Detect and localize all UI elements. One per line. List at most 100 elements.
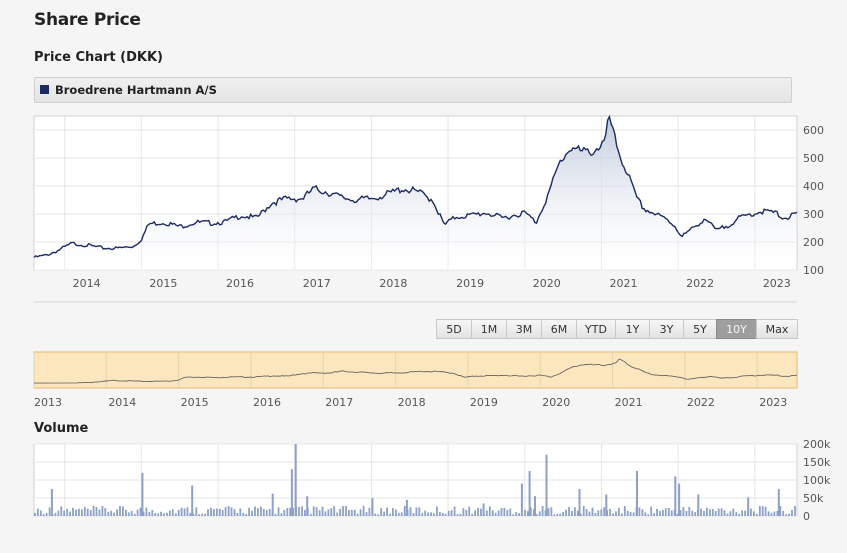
volume-bar (518, 513, 520, 516)
volume-bar (119, 505, 121, 516)
volume-bar (198, 514, 201, 516)
volume-bar (497, 510, 500, 516)
volume-bar (427, 512, 429, 516)
volume-bar (664, 508, 667, 516)
volume-bar (66, 508, 69, 516)
navigator-x-tick-label: 2015 (181, 396, 209, 409)
volume-bar (711, 509, 714, 516)
price-y-tick-label: 300 (803, 208, 824, 221)
volume-bar (125, 509, 127, 516)
price-x-tick-label: 2017 (303, 277, 331, 290)
volume-bar (154, 513, 157, 516)
volume-bar (527, 511, 529, 516)
volume-bar (397, 512, 400, 516)
volume-bar (166, 512, 168, 516)
range-button-max[interactable]: Max (756, 319, 798, 339)
range-button-10y[interactable]: 10Y (716, 319, 756, 339)
volume-bar (409, 507, 412, 516)
volume-bar (750, 508, 752, 516)
volume-bar (553, 514, 556, 516)
volume-bar (597, 510, 600, 516)
volume-bar (215, 508, 218, 516)
volume-bar (717, 508, 720, 516)
volume-bar (312, 506, 315, 516)
legend-swatch (40, 85, 49, 94)
range-button-3m[interactable]: 3M (506, 319, 541, 339)
volume-bar (130, 510, 133, 516)
volume-bar (703, 511, 705, 516)
volume-bar (321, 506, 324, 516)
volume-bar (480, 508, 482, 516)
volume-bar (39, 510, 42, 516)
navigator-series-line (33, 358, 798, 384)
range-button-1y[interactable]: 1Y (615, 319, 649, 339)
volume-bar (767, 511, 770, 516)
navigator-x-tick-label: 2022 (687, 396, 715, 409)
volume-bar (773, 511, 776, 516)
range-button-3y[interactable]: 3Y (649, 319, 683, 339)
volume-bar (653, 513, 655, 516)
volume-bar (81, 509, 83, 516)
volume-bar (186, 507, 189, 516)
volume-bar (462, 508, 465, 516)
price-chart-title: Price Chart (DKK) (34, 50, 163, 65)
volume-bar (365, 512, 368, 516)
volume-bar (339, 508, 341, 516)
volume-bar (75, 509, 77, 516)
volume-bar (776, 511, 779, 516)
volume-bar (541, 506, 544, 516)
volume-bar (600, 509, 603, 516)
volume-bar (83, 506, 86, 516)
volume-bar (465, 509, 468, 516)
volume-bar (659, 511, 661, 516)
volume-bar (54, 512, 57, 516)
volume-bar (122, 506, 124, 516)
volume-bar (78, 508, 80, 516)
legend-label[interactable]: Broedrene Hartmann A/S (55, 83, 217, 97)
volume-bar (626, 510, 629, 516)
volume-bar (691, 510, 694, 516)
volume-bar (101, 505, 104, 516)
range-button-ytd[interactable]: YTD (576, 319, 615, 339)
volume-bar (218, 508, 221, 516)
volume-bar (565, 509, 567, 516)
volume-bar (333, 506, 336, 516)
volume-bar (547, 508, 550, 516)
range-button-5y[interactable]: 5Y (683, 319, 716, 339)
page-title: Share Price (34, 10, 141, 30)
volume-bar (421, 512, 424, 516)
volume-bar (439, 512, 441, 516)
volume-bar (641, 509, 644, 516)
volume-bar (412, 513, 415, 516)
navigator-x-tick-label: 2020 (542, 396, 570, 409)
volume-bar (301, 506, 303, 516)
volume-bar (706, 507, 708, 516)
volume-bar (430, 512, 432, 516)
volume-bar (459, 513, 462, 516)
volume-bar (741, 510, 743, 516)
volume-bar (632, 512, 635, 516)
volume-bar-spike (636, 471, 638, 516)
volume-bar (286, 508, 289, 516)
price-x-tick-label: 2022 (686, 277, 714, 290)
price-y-tick-label: 500 (803, 152, 824, 165)
volume-bar (453, 506, 456, 516)
range-button-6m[interactable]: 6M (541, 319, 576, 339)
volume-bar (688, 507, 691, 516)
volume-bar (682, 507, 685, 516)
price-x-tick-label: 2023 (763, 277, 791, 290)
volume-bar (57, 510, 60, 516)
volume-bar-spike (141, 472, 144, 516)
volume-bar (638, 507, 641, 516)
volume-bar-spike (534, 496, 536, 516)
volume-bar (794, 505, 796, 516)
volume-bar (700, 508, 702, 516)
volume-bar (230, 507, 233, 516)
volume-y-tick-label: 50k (803, 492, 824, 505)
volume-bar (588, 511, 591, 516)
range-button-5d[interactable]: 5D (436, 319, 471, 339)
range-button-1m[interactable]: 1M (471, 319, 506, 339)
volume-bar (474, 510, 476, 516)
volume-bar (392, 508, 394, 516)
